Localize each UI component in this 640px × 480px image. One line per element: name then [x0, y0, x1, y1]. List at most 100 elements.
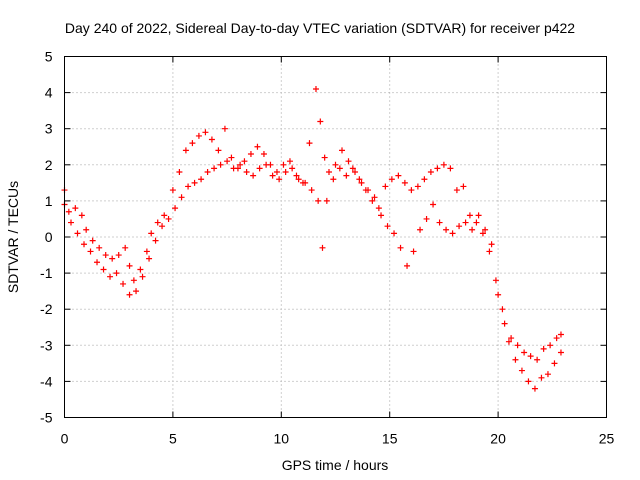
x-tick-label: 10: [274, 431, 290, 447]
data-point: [521, 349, 528, 356]
data-point: [172, 205, 179, 212]
data-point: [352, 169, 359, 176]
data-point: [434, 165, 441, 172]
data-point: [273, 169, 280, 176]
data-point: [430, 201, 437, 208]
data-point: [68, 219, 75, 226]
data-point: [339, 147, 346, 154]
data-point: [315, 197, 322, 204]
data-point: [436, 219, 443, 226]
data-point: [501, 320, 508, 327]
data-point: [78, 212, 85, 219]
data-point: [94, 259, 101, 266]
data-point: [469, 226, 476, 233]
data-point: [508, 335, 515, 342]
data-point: [325, 169, 332, 176]
y-tick-label: -2: [40, 301, 53, 317]
data-marks: [61, 85, 564, 392]
data-point: [133, 288, 140, 295]
data-point: [378, 212, 385, 219]
data-point: [256, 165, 263, 172]
data-point: [137, 266, 144, 273]
data-point: [512, 356, 519, 363]
data-point: [102, 252, 109, 259]
data-point: [488, 241, 495, 248]
data-point: [312, 85, 319, 92]
data-point: [243, 169, 250, 176]
data-point: [447, 165, 454, 172]
data-point: [358, 179, 365, 186]
data-point: [460, 183, 467, 190]
data-point: [408, 187, 415, 194]
data-point: [410, 248, 417, 255]
data-point: [89, 237, 96, 244]
x-axis-label: GPS time / hours: [282, 457, 389, 473]
data-point: [499, 306, 506, 313]
data-point: [250, 172, 257, 179]
y-tick-label: 2: [45, 157, 53, 173]
data-point: [81, 241, 88, 248]
data-point: [388, 176, 395, 183]
data-point: [204, 169, 211, 176]
data-point: [148, 230, 155, 237]
data-point: [321, 154, 328, 161]
data-point: [479, 230, 486, 237]
data-point: [224, 158, 231, 165]
data-point: [323, 197, 330, 204]
y-tick-label: 4: [45, 85, 53, 101]
y-tick-label: -3: [40, 337, 53, 353]
data-point: [289, 165, 296, 172]
data-point: [440, 161, 447, 168]
data-point: [538, 374, 545, 381]
data-point: [427, 169, 434, 176]
x-tick-label: 15: [382, 431, 398, 447]
data-point: [247, 150, 254, 157]
data-point: [74, 230, 81, 237]
data-point: [113, 270, 120, 277]
axis-ticks: 0 5 10 15 20 25 -5 -4 -3 -2 -1 0 1 2 3 4 5: [40, 49, 614, 447]
data-point: [330, 176, 337, 183]
y-tick-label: 5: [45, 49, 53, 65]
data-point: [195, 132, 202, 139]
data-point: [302, 179, 309, 186]
data-point: [401, 179, 408, 186]
data-point: [505, 338, 512, 345]
data-point: [293, 172, 300, 179]
data-point: [176, 169, 183, 176]
data-point: [443, 226, 450, 233]
data-point: [371, 194, 378, 201]
data-point: [557, 331, 564, 338]
data-point: [421, 176, 428, 183]
grid: [64, 56, 607, 418]
data-point: [189, 140, 196, 147]
y-axis-label: SDTVAR / TECUs: [5, 181, 21, 293]
data-point: [182, 147, 189, 154]
data-point: [87, 248, 94, 255]
plot-frame: [64, 56, 607, 418]
data-point: [306, 140, 313, 147]
data-point: [540, 345, 547, 352]
data-point: [482, 226, 489, 233]
x-tick-label: 20: [490, 431, 506, 447]
data-point: [143, 248, 150, 255]
data-point: [547, 342, 554, 349]
data-point: [449, 230, 456, 237]
x-tick-label: 5: [169, 431, 177, 447]
data-point: [356, 176, 363, 183]
data-point: [384, 223, 391, 230]
data-point: [551, 360, 558, 367]
data-point: [514, 342, 521, 349]
data-point: [211, 165, 218, 172]
data-point: [486, 248, 493, 255]
data-point: [276, 176, 283, 183]
data-point: [280, 161, 287, 168]
data-point: [185, 183, 192, 190]
data-point: [146, 255, 153, 262]
data-point: [495, 291, 502, 298]
data-point: [109, 255, 116, 262]
data-point: [72, 205, 79, 212]
data-point: [100, 266, 107, 273]
x-tick-label: 25: [599, 431, 615, 447]
data-point: [375, 205, 382, 212]
